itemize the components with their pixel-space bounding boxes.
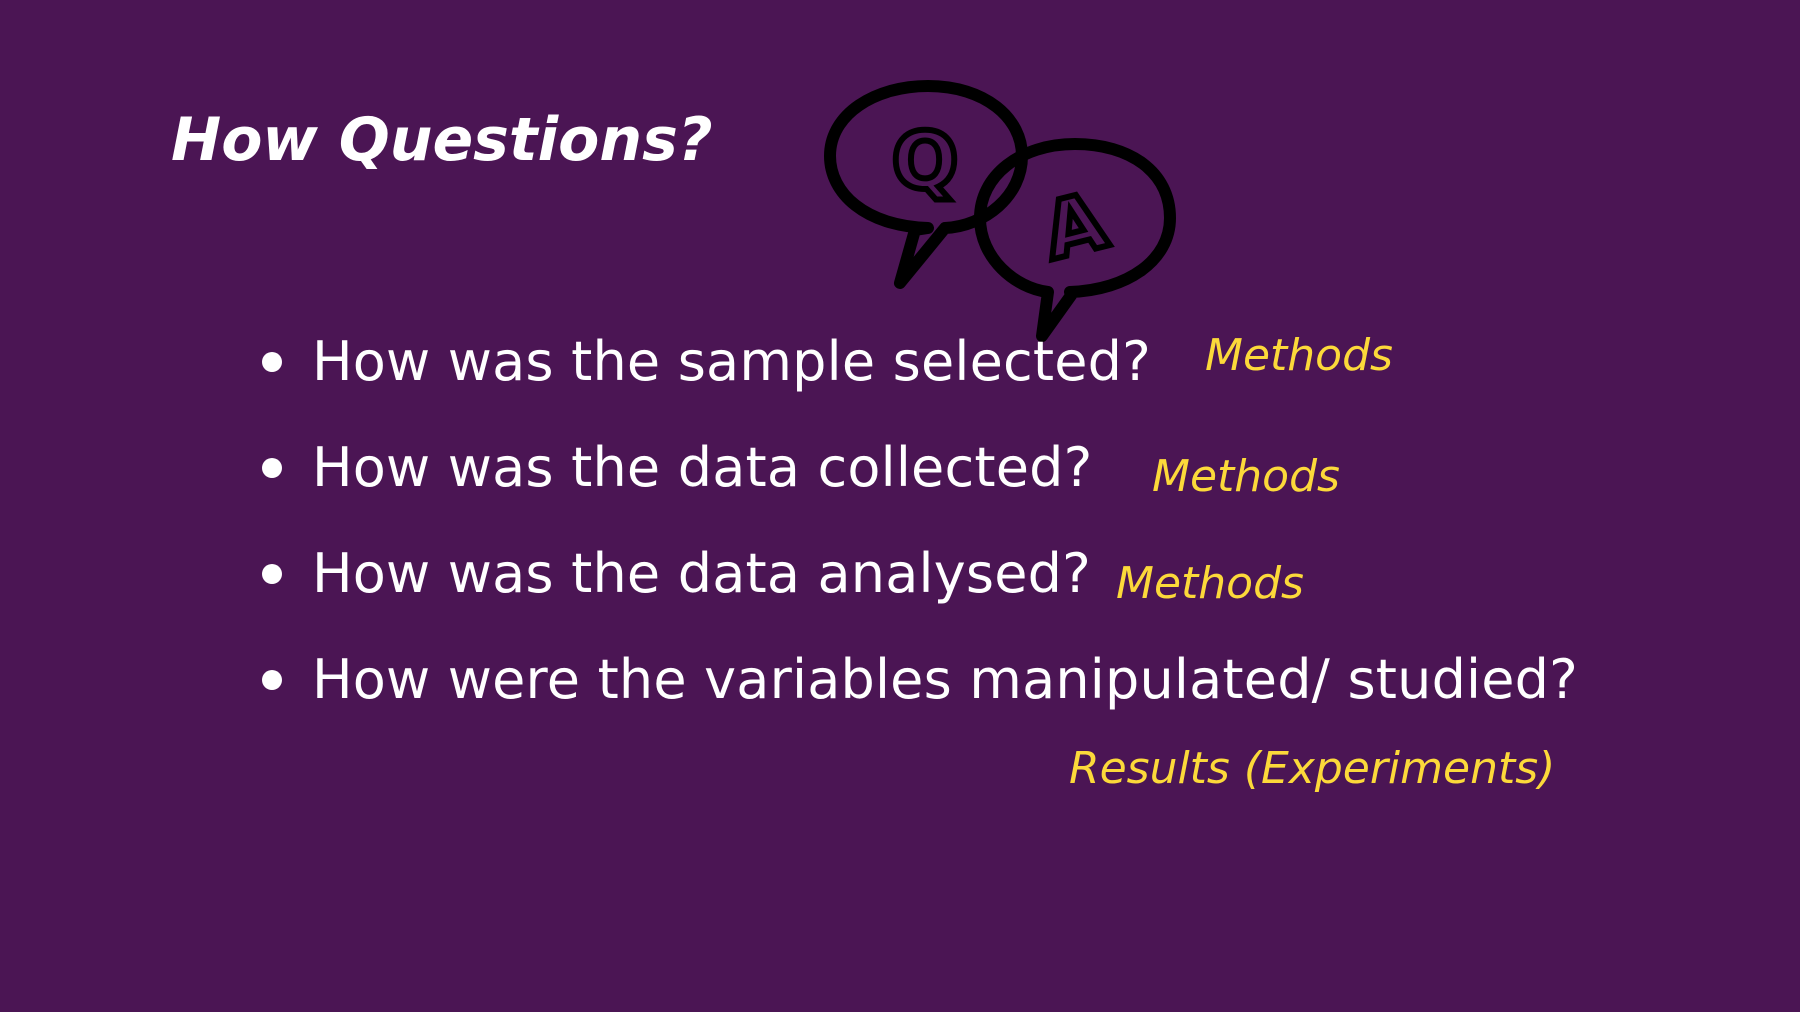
answer-bubble-icon: A xyxy=(974,138,1176,342)
bullet-text: How were the variables manipulated/ stud… xyxy=(312,648,1579,711)
answer-letter: A xyxy=(1035,176,1115,278)
slide-title: How Questions? xyxy=(171,105,713,175)
bullet-item: How was the sample selected? xyxy=(262,322,1151,402)
question-answer-icon: Q A xyxy=(824,80,1176,342)
bullet-dot xyxy=(262,670,282,690)
bullet-item: How were the variables manipulated/ stud… xyxy=(262,640,1578,720)
bullet-dot xyxy=(262,564,282,584)
bullet-item: How was the data analysed? xyxy=(262,534,1091,614)
question-letter: Q xyxy=(892,117,958,207)
question-bubble-icon: Q xyxy=(824,80,1028,289)
bullet-text: How was the data collected? xyxy=(312,436,1093,499)
bullet-dot xyxy=(262,352,282,372)
bullet-item: How was the data collected? xyxy=(262,428,1093,508)
section-tag: Methods xyxy=(1152,451,1340,502)
section-tag: Methods xyxy=(1205,330,1393,381)
section-tag: Methods xyxy=(1116,558,1304,609)
bullet-dot xyxy=(262,458,282,478)
bullet-text: How was the sample selected? xyxy=(312,330,1152,393)
section-tag: Results (Experiments) xyxy=(1069,743,1556,794)
bullet-text: How was the data analysed? xyxy=(312,542,1091,605)
